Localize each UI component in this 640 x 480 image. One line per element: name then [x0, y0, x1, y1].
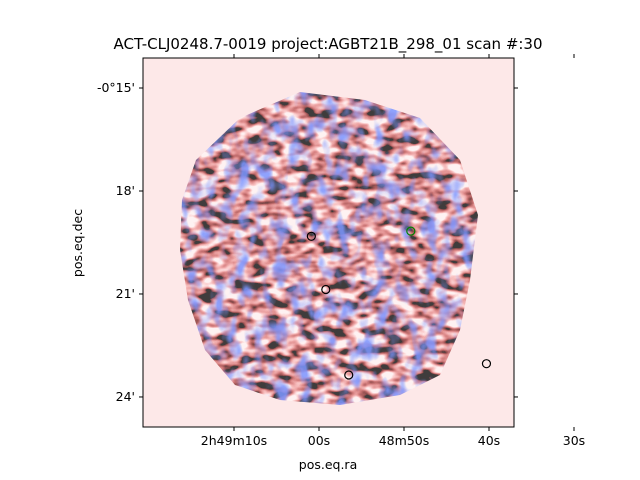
y-axis-label: pos.eq.dec	[70, 209, 85, 277]
x-tick-label: 40s	[478, 433, 500, 448]
map-image	[143, 58, 514, 427]
x-tick-label: 48m50s	[379, 433, 430, 448]
y-tick-label: 24'	[116, 389, 135, 404]
y-tick-label: 18'	[116, 183, 135, 198]
marker-center	[406, 226, 416, 236]
x-tick-label: 00s	[308, 433, 330, 448]
x-tick-label: 2h49m10s	[201, 433, 267, 448]
x-tick-label: 30s	[563, 433, 585, 448]
marker-source-2	[321, 284, 331, 295]
y-ticks: -0°15' 18' 21' 24'	[97, 80, 518, 404]
x-axis-label: pos.eq.ra	[299, 457, 357, 472]
y-tick-label: 21'	[116, 286, 135, 301]
marker-source-4	[481, 359, 492, 369]
y-tick-label: -0°15'	[97, 80, 135, 95]
marker-source-3	[344, 370, 354, 380]
marker-source-1	[306, 231, 316, 241]
x-ticks: 2h49m10s 00s 48m50s 40s 30s	[201, 54, 585, 448]
source-markers	[306, 226, 492, 380]
axes-frame	[142, 57, 515, 428]
chart-title: ACT-CLJ0248.7-0019 project:AGBT21B_298_0…	[113, 35, 542, 54]
